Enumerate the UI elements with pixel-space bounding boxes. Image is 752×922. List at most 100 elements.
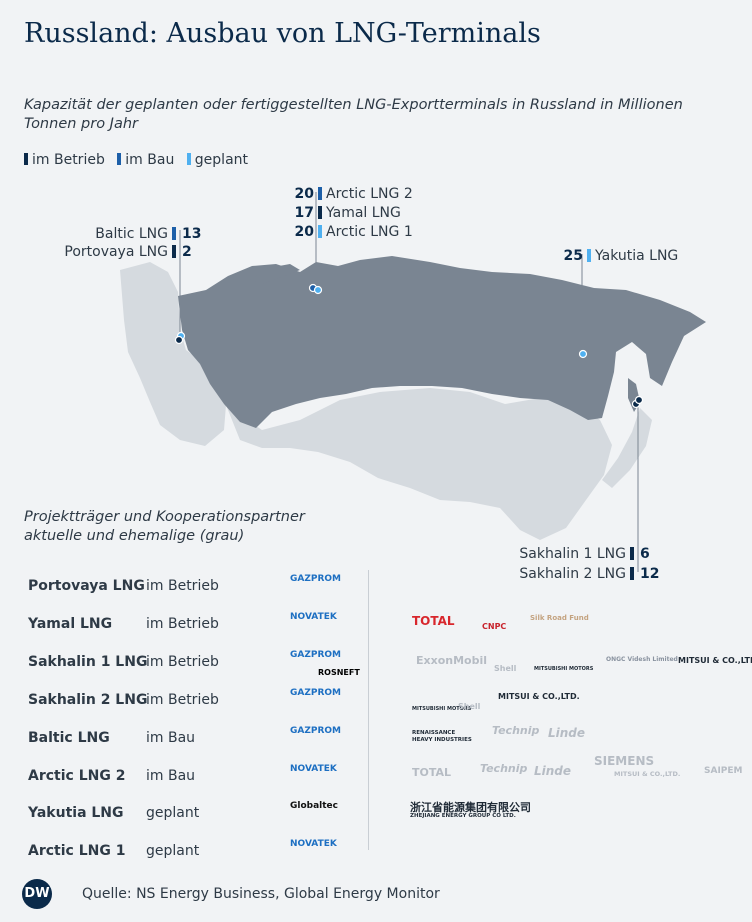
- label-yamal-lng: Yamal LNG: [325, 205, 401, 221]
- label-arctic-lng-1: Arctic LNG 1: [326, 224, 413, 240]
- status-bar-sakhalin-2-lng: [630, 567, 634, 580]
- status-bar-portovaya-lng: [172, 245, 176, 258]
- project-status: im Bau: [146, 730, 196, 746]
- table-row: Yamal LNG im Betrieb NOVATEK TOTAL CNPC …: [28, 606, 748, 644]
- rosneft-logo: ROSNEFT: [318, 668, 360, 677]
- mitsui-logo: MITSUI & CO.,LTD.: [498, 692, 580, 701]
- zhejiang-energy-logo: 浙江省能源集团有限公司: [410, 801, 531, 814]
- label-arctic-lng-2: Arctic LNG 2: [326, 186, 413, 202]
- table-row: Portovaya LNG im Betrieb GAZPROM: [28, 568, 748, 606]
- novatek-logo: NOVATEK: [290, 764, 337, 774]
- project-name: Yamal LNG: [28, 616, 113, 632]
- globaltec-logo: Globaltec: [290, 801, 338, 811]
- marker-arctic-1: [313, 285, 323, 295]
- table-row: Arctic LNG 2 im Bau NOVATEK TOTAL Techni…: [28, 754, 748, 796]
- partner-logos: RENAISSANCE HEAVY INDUSTRIES Technip Lin…: [384, 722, 752, 758]
- gazprom-logo: GAZPROM: [290, 688, 342, 698]
- marker-portovaya: [174, 335, 184, 345]
- gazprom-logo: GAZPROM: [290, 726, 342, 736]
- project-name: Portovaya LNG: [28, 578, 145, 594]
- mitsui-logo: MITSUI & CO.,LTD.: [614, 770, 681, 778]
- label-baltic-lng: Baltic LNG: [95, 226, 168, 242]
- ongc-logo: ONGC Videsh Limited: [606, 656, 678, 663]
- gazprom-logo: GAZPROM: [290, 574, 342, 584]
- map-russia: [178, 256, 706, 428]
- value-baltic-lng: 13: [182, 226, 201, 242]
- status-bar-sakhalin-1-lng: [630, 547, 634, 560]
- novatek-logo: NOVATEK: [290, 612, 337, 622]
- map-land-europe: [120, 262, 226, 446]
- total-logo: TOTAL: [412, 614, 455, 628]
- table-row: Baltic LNG im Bau GAZPROM RENAISSANCE HE…: [28, 720, 748, 758]
- legend-label: geplant: [194, 152, 249, 168]
- value-sakhalin-1-lng: 6: [640, 546, 650, 562]
- project-status: geplant: [146, 843, 200, 859]
- value-arctic-lng-1: 20: [295, 224, 315, 240]
- partners-heading: Projektträger und Kooperationspartner ak…: [24, 508, 424, 546]
- marker-yakutia: [578, 349, 588, 359]
- label-portovaya-lng: Portovaya LNG: [64, 244, 168, 260]
- legend-swatch: [24, 153, 28, 165]
- project-status: im Betrieb: [146, 616, 219, 632]
- table-row: Sakhalin 2 LNG im Betrieb GAZPROM MITSUB…: [28, 682, 748, 720]
- table-row: Sakhalin 1 LNG im Betrieb GAZPROM ROSNEF…: [28, 644, 752, 682]
- status-bar-baltic-lng: [172, 227, 176, 240]
- technip-logo: Technip: [480, 762, 528, 775]
- saipem-logo: SAIPEM: [704, 766, 743, 776]
- exxonmobil-logo: ExxonMobil: [416, 654, 488, 667]
- partners-heading-line2: aktuelle und ehemalige (grau): [24, 528, 245, 544]
- map-land-scandinavia: [132, 266, 172, 300]
- gazprom-logo: GAZPROM: [290, 650, 342, 660]
- project-name: Yakutia LNG: [28, 805, 124, 821]
- project-name: Baltic LNG: [28, 730, 110, 746]
- project-name: Arctic LNG 1: [28, 843, 126, 859]
- project-name: Sakhalin 2 LNG: [28, 692, 148, 708]
- table-row: Arctic LNG 1 geplant NOVATEK: [28, 833, 748, 871]
- cnpc-logo: CNPC: [482, 622, 507, 631]
- project-name: Sakhalin 1 LNG: [28, 654, 148, 670]
- status-bar-arctic-lng-1: [318, 225, 322, 238]
- legend-label: im Betrieb: [32, 152, 105, 168]
- novatek-logo: NOVATEK: [290, 839, 337, 849]
- project-status: im Betrieb: [146, 654, 219, 670]
- map-land-asia: [226, 388, 612, 540]
- map-novaya-zemlya: [250, 264, 300, 284]
- status-bar-yamal-lng: [318, 206, 322, 219]
- partner-logos: TOTAL Technip Linde SIEMENS MITSUI & CO.…: [384, 754, 752, 796]
- project-status: im Betrieb: [146, 692, 219, 708]
- partner-logos: MITSUBISHI MOTORS Shell MITSUI & CO.,LTD…: [384, 684, 752, 720]
- status-bar-yakutia-lng: [587, 249, 591, 262]
- linde-logo: Linde: [534, 764, 572, 778]
- value-yakutia-lng: 25: [564, 248, 583, 264]
- partner-logos: TOTAL CNPC Silk Road Fund: [384, 608, 752, 644]
- value-yamal-lng: 17: [295, 205, 314, 221]
- chart-title: Russland: Ausbau von LNG-Terminals: [24, 18, 541, 49]
- value-arctic-lng-2: 20: [295, 186, 315, 202]
- partners-heading-line1: Projektträger und Kooperationspartner: [24, 509, 305, 525]
- value-sakhalin-2-lng: 12: [640, 566, 659, 582]
- siemens-logo: SIEMENS: [594, 754, 655, 768]
- linde-logo: Linde: [548, 726, 586, 740]
- technip-logo: Technip: [492, 724, 540, 737]
- renaissance-logo: RENAISSANCE HEAVY INDUSTRIES: [412, 730, 472, 743]
- zhejiang-energy-logo-en: ZHEJIANG ENERGY GROUP CO LTD.: [410, 813, 516, 819]
- project-name: Arctic LNG 2: [28, 768, 126, 784]
- legend-item-geplant: geplant: [186, 152, 249, 168]
- status-bar-arctic-lng-2: [318, 187, 322, 200]
- legend-item-betrieb: im Betrieb: [24, 152, 105, 168]
- label-sakhalin-1-lng: Sakhalin 1 LNG: [519, 546, 626, 562]
- label-sakhalin-2-lng: Sakhalin 2 LNG: [519, 566, 626, 582]
- shell-logo: Shell: [458, 702, 481, 711]
- shell-logo: Shell: [494, 664, 517, 673]
- chart-subtitle: Kapazität der geplanten oder fertiggeste…: [24, 97, 683, 132]
- value-portovaya-lng: 2: [182, 244, 192, 260]
- dw-logo: DW: [22, 879, 52, 909]
- mitsui-logo: MITSUI & CO.,LTD.: [678, 656, 752, 665]
- legend: im Betrieb im Bau geplant: [24, 152, 256, 168]
- legend-swatch: [117, 153, 122, 165]
- legend-label: im Bau: [125, 152, 175, 168]
- map: 20 Arctic LNG 2 17 Yamal LNG 20 Arctic LNG 1 B…: [64, 186, 706, 582]
- total-logo: TOTAL: [412, 766, 452, 779]
- partner-logos: 浙江省能源集团有限公司 ZHEJIANG ENERGY GROUP CO LTD…: [384, 797, 752, 833]
- legend-swatch: [186, 153, 191, 165]
